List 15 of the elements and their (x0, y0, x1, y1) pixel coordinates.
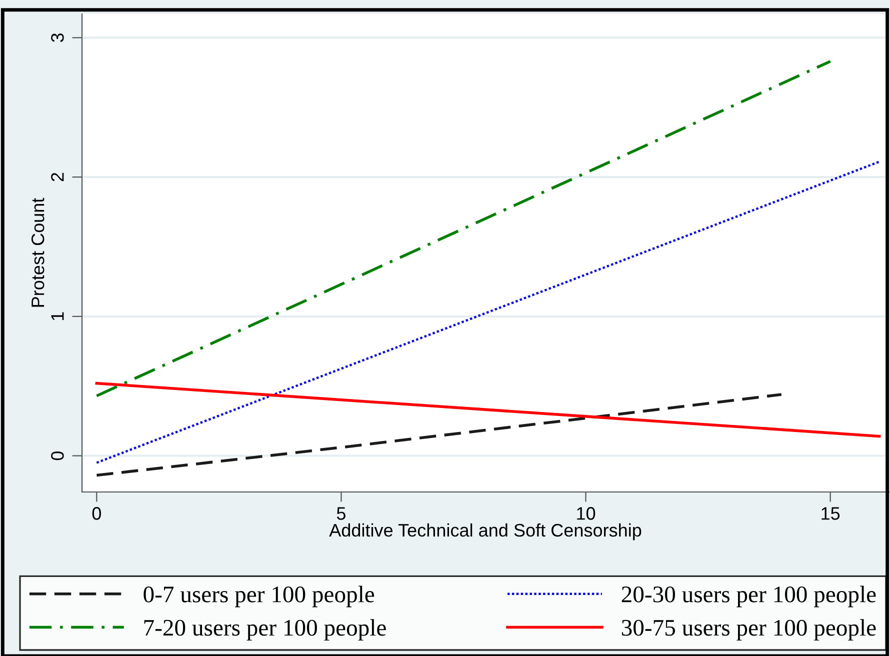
y-tick-label: 3 (51, 33, 64, 42)
y-tick-label: 2 (51, 172, 64, 182)
x-tick-label: 10 (577, 507, 596, 520)
x-tick-label: 15 (822, 507, 840, 520)
y-tick-label: 0 (51, 451, 64, 460)
line-series (95, 393, 783, 477)
y-axis-title: Protest Count (31, 198, 44, 307)
x-tick-label: 0 (92, 507, 101, 520)
x-axis-title: Additive Technical and Soft Censorship (329, 523, 642, 540)
legend-label: 7-20 users per 100 people (144, 619, 386, 641)
legend-label: 20-30 users per 100 people (622, 586, 876, 608)
legend-label: 30-75 users per 100 people (622, 619, 876, 641)
y-tick-label: 1 (51, 312, 64, 320)
x-tick-label: 5 (336, 507, 346, 520)
legend-label: 0-7 users per 100 people (144, 586, 374, 608)
